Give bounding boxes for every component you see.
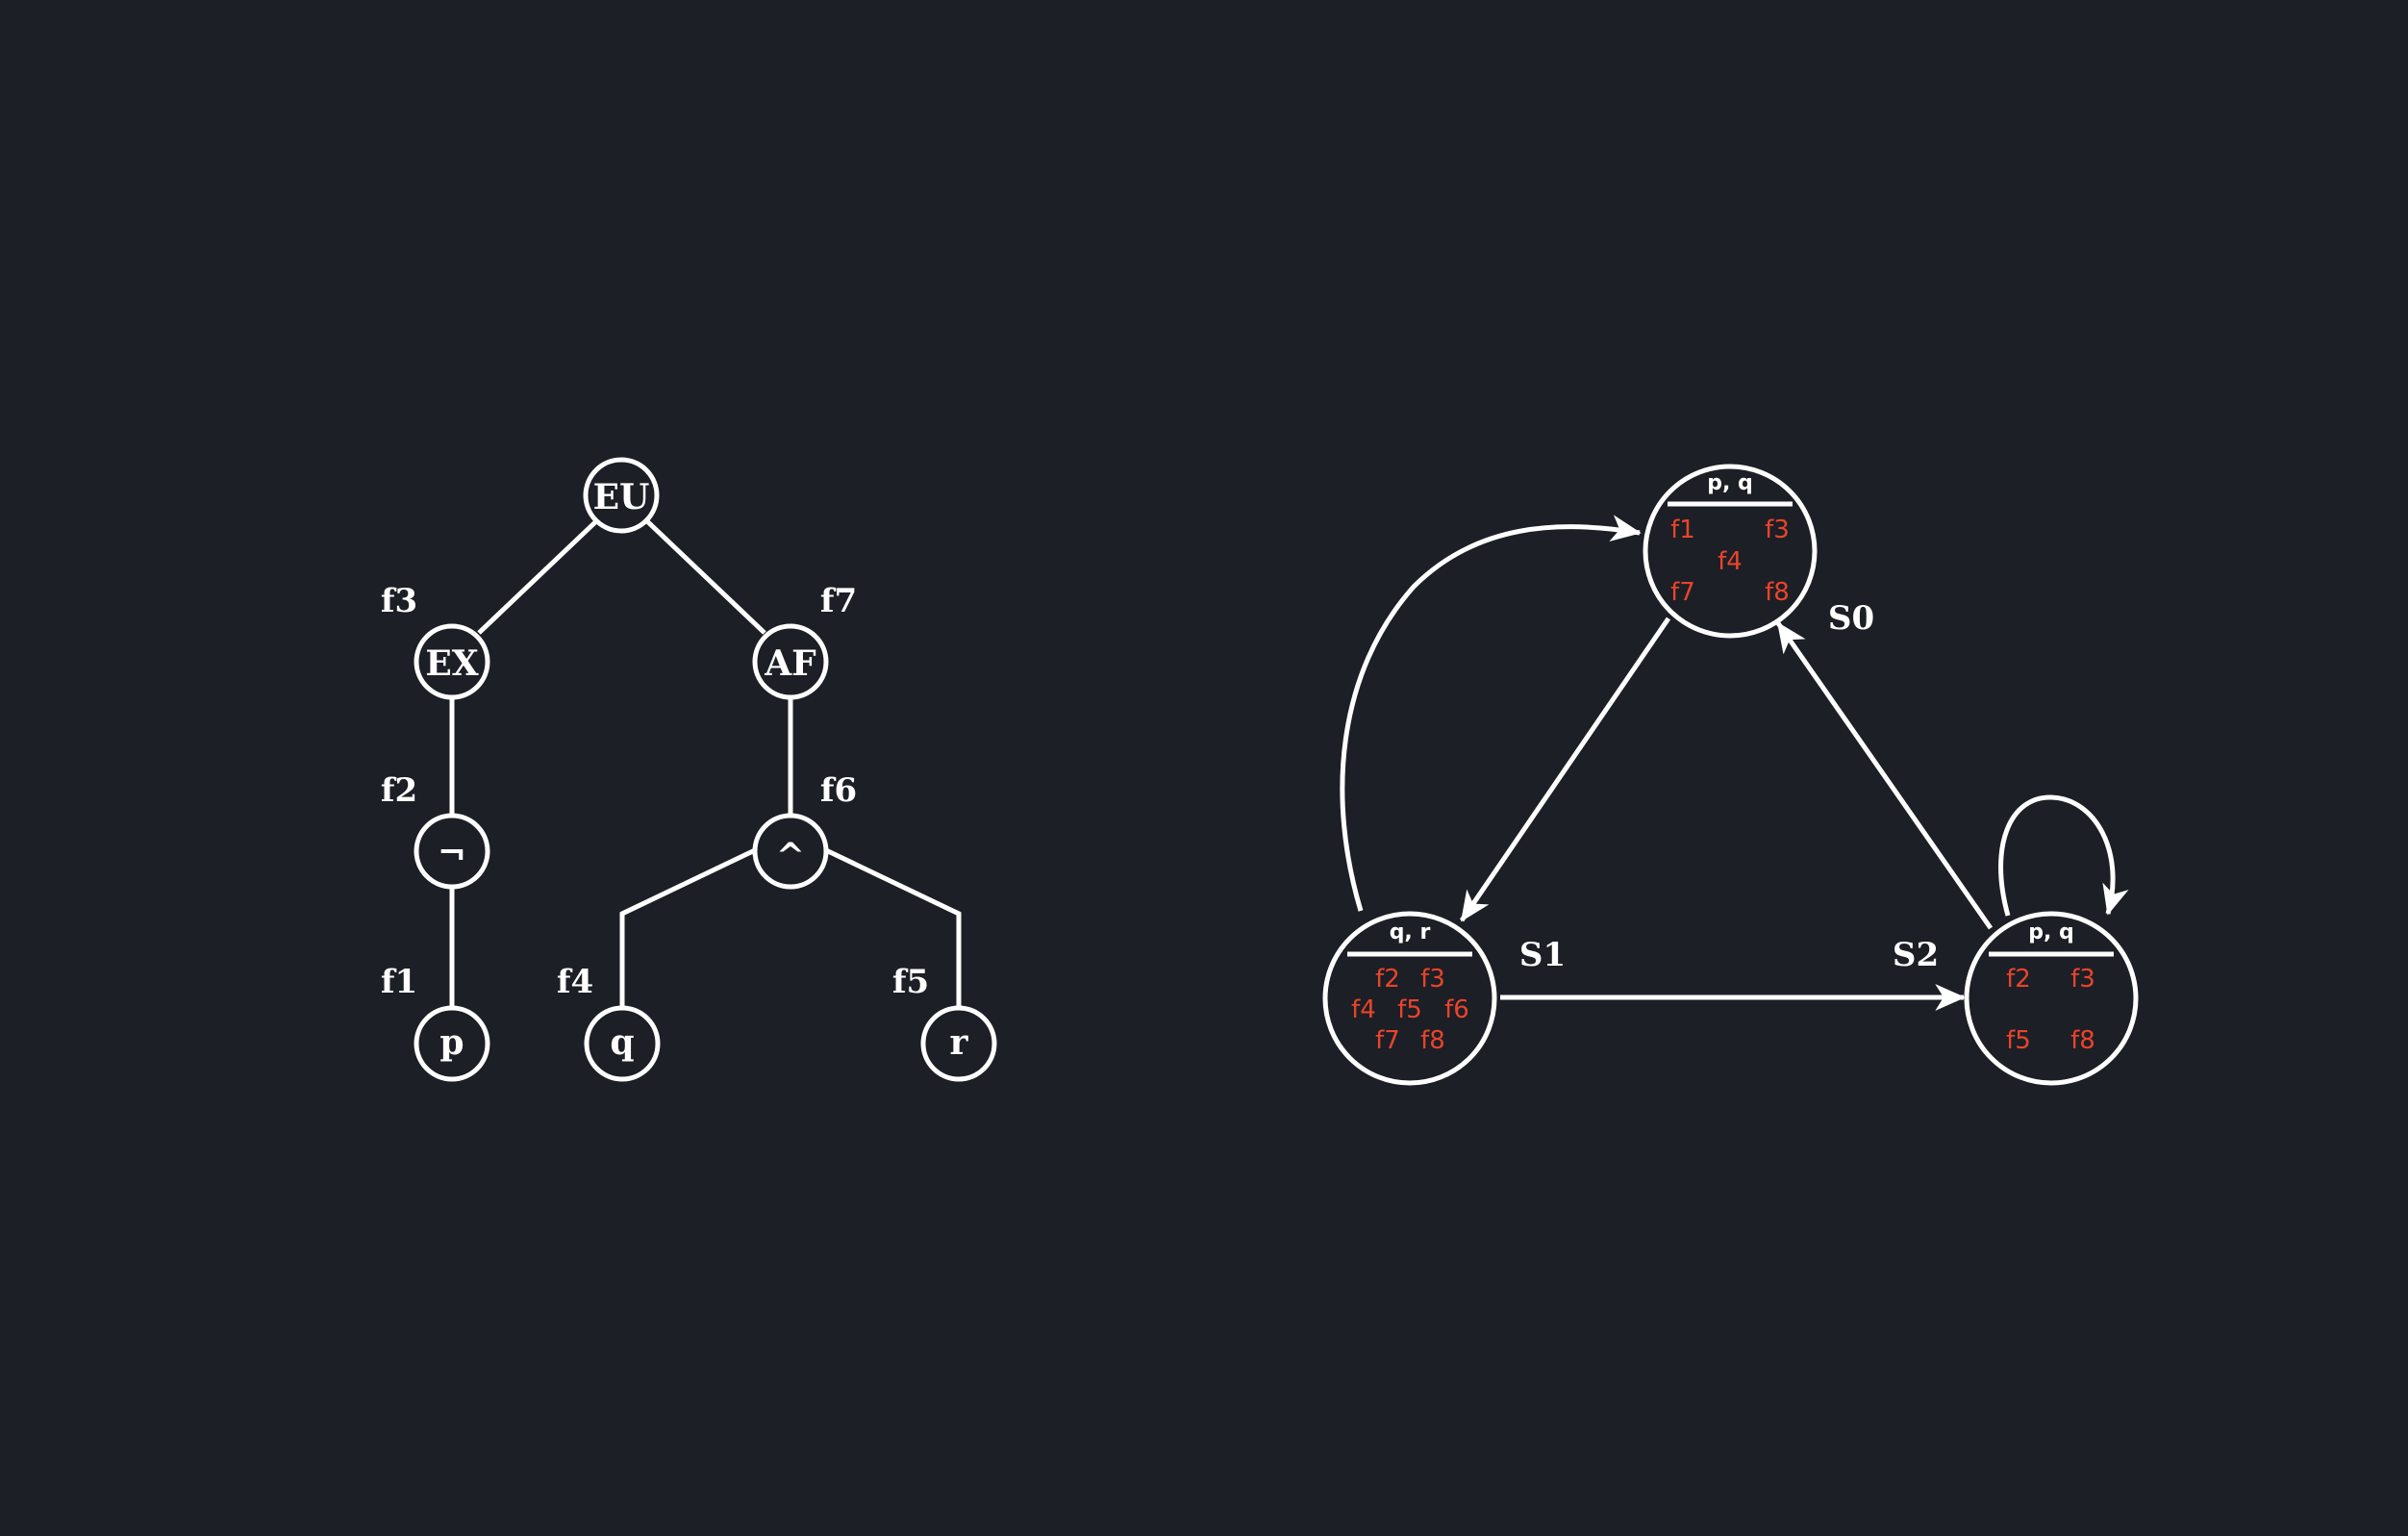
tree-node-af: AF — [752, 623, 829, 700]
state-s1-formula-f7: f7 — [1375, 1026, 1400, 1055]
state-s2-name: S2 — [1893, 936, 1939, 974]
state-s0-formula-f7: f7 — [1670, 578, 1695, 607]
tree-node-not: ¬ — [414, 813, 490, 890]
tree-label-f7: f7 — [820, 582, 857, 620]
state-s1-name: S1 — [1519, 936, 1566, 974]
state-s1: q, r f2 f3 f4 f5 f6 f7 f8 S1 — [1322, 911, 1566, 1086]
tree-label-f5: f5 — [892, 963, 929, 1001]
tree-node-r-label: r — [950, 1022, 969, 1063]
state-s2-formula-f5: f5 — [2006, 1026, 2031, 1055]
tree-node-ex: EX — [414, 623, 490, 700]
state-s1-formula-f5: f5 — [1397, 995, 1422, 1024]
state-s0-formula-f1: f1 — [1670, 516, 1695, 544]
tree-node-eu-label: EU — [593, 477, 650, 517]
tree-label-f6: f6 — [820, 771, 857, 810]
state-s1-props: q, r — [1390, 920, 1431, 944]
tree-edges — [449, 519, 962, 1007]
tree-node-eu: EU — [583, 457, 660, 534]
tree-label-f1: f1 — [381, 963, 417, 1001]
state-s0-formula-f4: f4 — [1718, 547, 1743, 576]
tree-node-p: p — [414, 1005, 490, 1082]
state-s2: p, q f2 f3 f5 f8 S2 — [1893, 911, 2139, 1086]
edge-eu-af — [645, 519, 766, 635]
tree-label-f3: f3 — [381, 582, 417, 620]
state-s0: p, q f1 f3 f4 f7 f8 S0 — [1643, 464, 1874, 639]
tree-node-p-label: p — [439, 1022, 464, 1063]
state-s0-props: p, q — [1707, 471, 1753, 495]
kripke-structure: p, q f1 f3 f4 f7 f8 S0 q, r f2 f3 f4 f5 … — [1322, 464, 2139, 1086]
transitions — [1340, 515, 2129, 1011]
tree-node-ex-label: EX — [425, 643, 478, 684]
edge-and-q — [619, 847, 757, 1007]
tree-node-and-label: ^ — [776, 836, 805, 876]
tree-node-not-label: ¬ — [438, 833, 466, 873]
state-s1-formula-f8: f8 — [1420, 1026, 1445, 1055]
transition-s2-s2 — [1998, 794, 2129, 917]
tree-node-q: q — [584, 1005, 661, 1082]
tree-label-f2: f2 — [381, 771, 417, 810]
tree-node-af-label: AF — [764, 643, 816, 684]
state-s2-props: p, q — [2028, 920, 2074, 944]
edge-and-r — [824, 847, 962, 1007]
transition-s0-s1 — [1459, 617, 1671, 922]
state-s2-formula-f3: f3 — [2070, 965, 2095, 994]
transition-s1-s0 — [1340, 515, 1642, 912]
transition-s2-s0 — [1775, 621, 1994, 930]
state-s0-name: S0 — [1828, 599, 1874, 638]
state-s1-formula-f3: f3 — [1420, 965, 1445, 994]
edge-eu-ex — [477, 519, 598, 635]
tree-node-r: r — [920, 1005, 997, 1082]
tree-node-q-label: q — [610, 1022, 634, 1063]
syntax-tree: EU EX AF ¬ ^ p q r f3 — [381, 457, 997, 1082]
state-s0-formula-f8: f8 — [1765, 578, 1790, 607]
state-s1-formula-f2: f2 — [1375, 965, 1400, 994]
state-s2-formula-f2: f2 — [2006, 965, 2031, 994]
tree-node-and: ^ — [752, 813, 829, 890]
state-s0-formula-f3: f3 — [1765, 516, 1790, 544]
state-s1-formula-f4: f4 — [1351, 995, 1376, 1024]
state-s1-formula-f6: f6 — [1444, 995, 1469, 1024]
tree-label-f4: f4 — [557, 963, 593, 1001]
state-s2-formula-f8: f8 — [2070, 1026, 2095, 1055]
